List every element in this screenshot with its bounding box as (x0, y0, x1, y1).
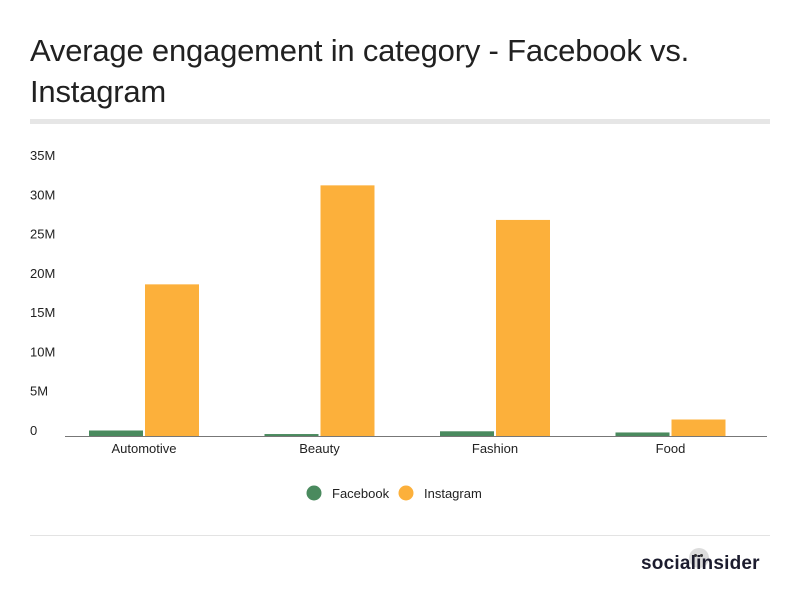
bar-facebook-fashion (440, 431, 494, 436)
brand-logo-text: socialinsider (641, 553, 760, 574)
bar-facebook-beauty (264, 434, 319, 436)
legend-swatch-instagram (398, 485, 414, 501)
title-divider (30, 119, 770, 124)
y-tick-label: 0 (30, 423, 37, 438)
bar-instagram-fashion (496, 219, 550, 436)
legend-label-facebook: Facebook (332, 486, 390, 501)
y-tick-label: 35M (30, 148, 55, 163)
chart-title: Average engagement in category - Faceboo… (30, 33, 690, 109)
footer-divider (30, 535, 770, 536)
bar-facebook-food (615, 432, 670, 436)
bar-instagram-food (671, 419, 726, 436)
y-tick-label: 20M (30, 266, 55, 281)
bar-chart: 0 5M 10M 15M 20M 25M 30M 35M Automotive Beauty Fas… (30, 148, 767, 501)
x-tick-label: Automotive (111, 441, 176, 456)
y-tick-label: 25M (30, 227, 55, 242)
y-tick-label: 15M (30, 305, 55, 320)
legend-swatch-facebook (306, 485, 322, 501)
x-tick-label: Beauty (299, 441, 340, 456)
bar-instagram-automotive (145, 284, 199, 436)
legend-label-instagram: Instagram (424, 486, 482, 501)
x-tick-label: Food (656, 441, 686, 456)
y-tick-label: 5M (30, 384, 48, 399)
socialinsider-logo-icon (689, 548, 709, 568)
bar-facebook-automotive (89, 430, 143, 436)
y-tick-label: 30M (30, 187, 55, 202)
x-tick-label: Fashion (472, 441, 518, 456)
y-tick-label: 10M (30, 344, 55, 359)
bar-instagram-beauty (320, 185, 375, 436)
